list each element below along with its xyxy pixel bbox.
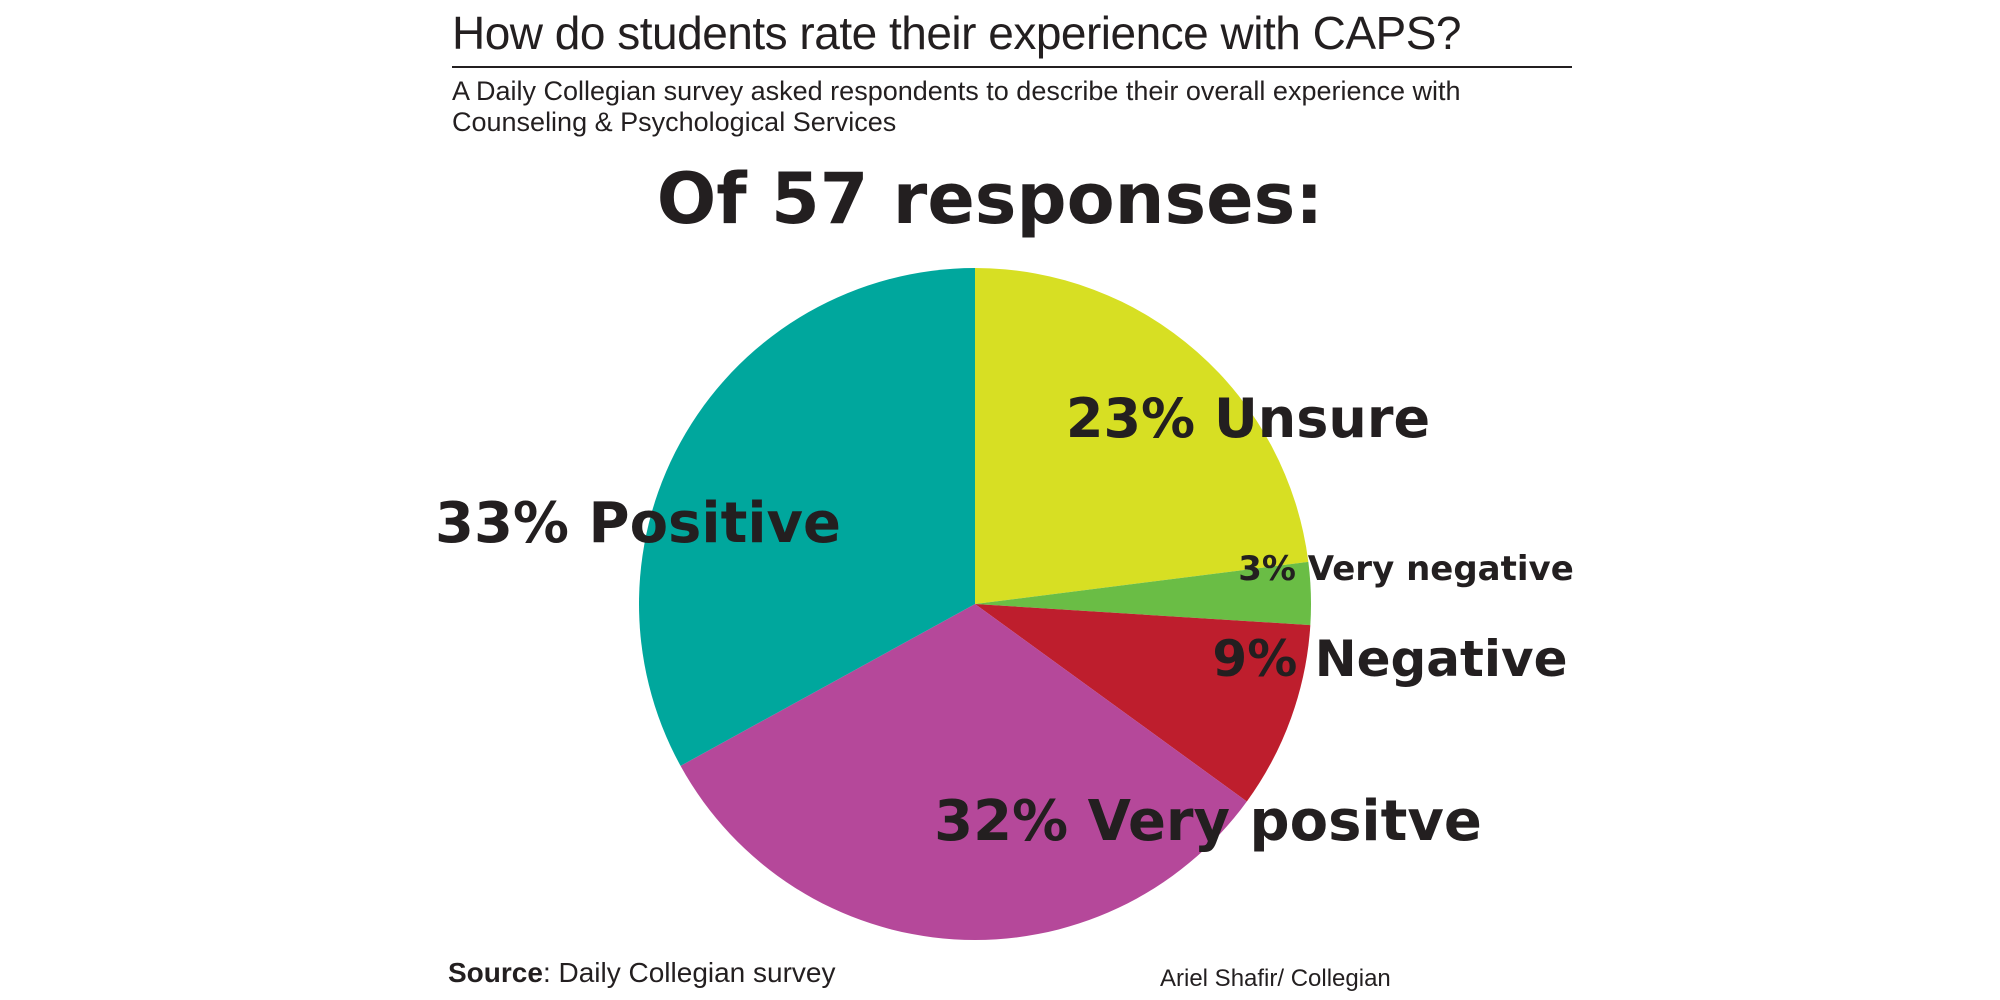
source-note: Source: Daily Collegian survey xyxy=(448,957,836,989)
chart-subtitle: A Daily Collegian survey asked responden… xyxy=(452,76,1461,137)
slice-label-negative: 9% Negative xyxy=(1212,630,1567,688)
slice-label-positive: 33% Positive xyxy=(435,491,841,556)
pie-slice-very-negative xyxy=(975,561,1312,626)
source-label: Source xyxy=(448,957,543,988)
pie-slice-negative xyxy=(975,604,1311,802)
pie-labels: 23% Unsure 3% Very negative 9% Negative 32%… xyxy=(435,387,1574,854)
pie-slices xyxy=(638,268,1312,941)
chart-title: How do students rate their experience wi… xyxy=(452,7,1461,59)
title-divider xyxy=(452,66,1572,68)
slice-label-unsure: 23% Unsure xyxy=(1066,387,1430,450)
responses-heading: Of 57 responses: xyxy=(656,158,1324,240)
source-text: : Daily Collegian survey xyxy=(542,957,836,988)
pie-slice-unsure xyxy=(975,268,1309,604)
credit-line: Ariel Shafir/ Collegian xyxy=(1160,965,1391,992)
slice-label-very-negative: 3% Very negative xyxy=(1238,549,1574,589)
slice-label-very-positve: 32% Very positve xyxy=(934,789,1482,854)
pie-slice-positive xyxy=(638,268,975,766)
pie-slice-very-positve xyxy=(680,604,1247,941)
